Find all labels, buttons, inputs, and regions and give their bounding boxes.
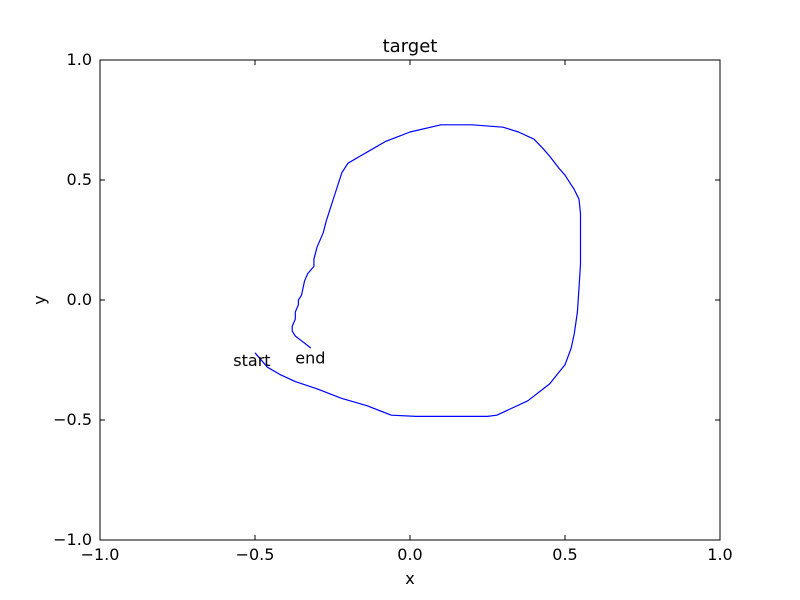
y-tick-label: −1.0	[53, 530, 92, 549]
ticks-layer: −1.0 −0.5 0.0 0.5 1.0 −1.0 −0.5 0.0 0.5 1.0	[53, 50, 733, 564]
x-tick-label: −1.0	[81, 545, 120, 564]
chart-title: target	[383, 36, 438, 57]
annotation-start: start	[233, 351, 270, 370]
trajectory-line	[254, 124, 582, 417]
x-tick-label: 0.5	[552, 545, 577, 564]
y-tick-label: 1.0	[67, 50, 92, 69]
x-tick-label: −0.5	[236, 545, 275, 564]
y-tick-label: −0.5	[53, 410, 92, 429]
y-tick-label: 0.0	[67, 290, 92, 309]
plot-frame	[99, 59, 721, 541]
annotations-layer: start end	[233, 349, 325, 370]
y-tick-label: 0.5	[67, 170, 92, 189]
x-axis-label: x	[405, 569, 414, 588]
x-tick-label: 0.0	[397, 545, 422, 564]
series-layer	[254, 124, 582, 417]
y-axis-label: y	[30, 295, 49, 304]
annotation-end: end	[295, 349, 325, 368]
x-tick-label: 1.0	[707, 545, 732, 564]
